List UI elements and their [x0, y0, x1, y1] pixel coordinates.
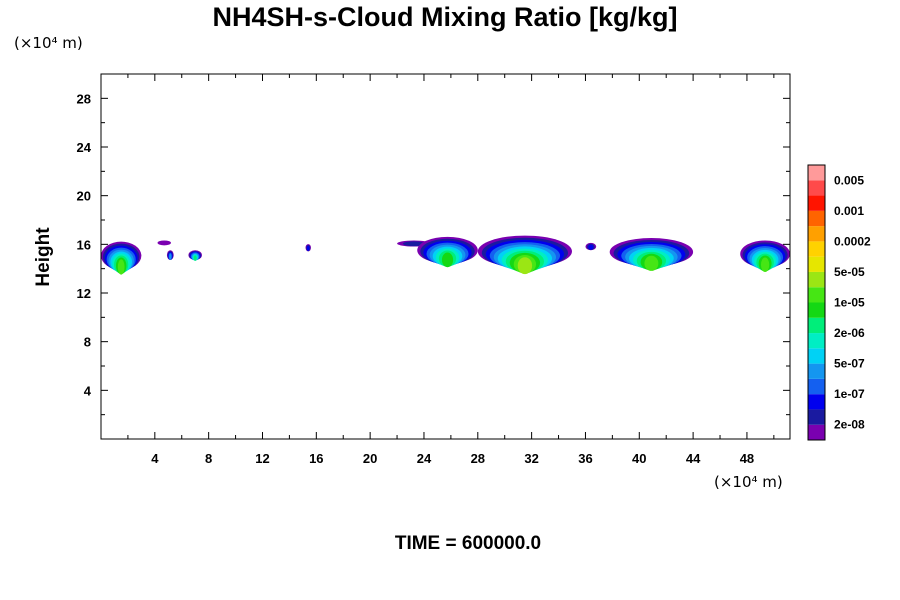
colorbar-frame — [807, 164, 826, 441]
colorbar-swatch — [808, 271, 825, 288]
colorbar-swatch — [808, 317, 825, 334]
cloud-cell — [609, 238, 694, 271]
plot-frame — [100, 73, 791, 440]
colorbar-swatch — [808, 348, 825, 364]
x-tick-label: 12 — [255, 451, 269, 466]
colorbar-label: 0.005 — [834, 173, 864, 187]
x-tick-label: 4 — [151, 451, 159, 466]
colorbar-swatch — [808, 409, 825, 425]
cloud-level — [193, 255, 197, 261]
time-label: TIME = 600000.0 — [395, 533, 541, 554]
colorbar-label: 2e-08 — [834, 418, 865, 432]
colorbar-swatch — [808, 424, 825, 440]
colorbar-swatch — [808, 363, 825, 379]
colorbar-swatch — [808, 195, 825, 211]
colorbar-label: 0.001 — [834, 204, 864, 218]
cloud-level — [644, 255, 659, 271]
y-tick-label: 20 — [77, 189, 91, 204]
cloud-level — [306, 245, 310, 252]
cloud-field — [101, 235, 790, 275]
y-unit-label: (×10⁴ m) — [14, 34, 83, 52]
cloud-cell — [188, 250, 202, 261]
colorbar-swatch — [808, 210, 825, 227]
cloud-cell — [585, 242, 597, 251]
colorbar-swatch — [808, 226, 825, 242]
colorbar-swatch — [808, 302, 825, 318]
cloud-level — [760, 257, 770, 272]
cloud-level — [117, 259, 125, 275]
cloud-cell — [740, 240, 790, 272]
x-tick-label: 36 — [578, 451, 592, 466]
cloud-level — [157, 240, 171, 246]
colorbar-label: 0.0002 — [834, 234, 871, 248]
cloud-cell — [417, 236, 478, 268]
colorbar-label: 2e-06 — [834, 326, 865, 340]
cloud-level — [588, 244, 594, 250]
colorbar-label: 5e-05 — [834, 265, 865, 279]
cloud-level — [441, 252, 454, 268]
cloud-level — [403, 241, 425, 247]
colorbar: 2e-08 1e-07 5e-07 2e-06 1e-05 5e-05 0.0002 0.00… — [807, 164, 871, 441]
x-tick-label: 24 — [417, 451, 432, 466]
x-tick-label: 32 — [524, 451, 538, 466]
cloud-cell — [157, 240, 171, 246]
y-axis: 4 8 12 16 20 24 28 — [77, 91, 790, 416]
y-tick-label: 4 — [84, 383, 92, 398]
x-tick-label: 20 — [363, 451, 377, 466]
cloud-cell — [166, 250, 174, 260]
x-tick-label: 48 — [740, 451, 754, 466]
colorbar-swatch — [808, 378, 825, 395]
colorbar-label: 1e-07 — [834, 387, 865, 401]
colorbar-swatch — [808, 241, 825, 257]
x-unit-label: (×10⁴ m) — [714, 473, 783, 491]
x-tick-label: 40 — [632, 451, 646, 466]
y-tick-label: 16 — [77, 237, 91, 252]
y-axis-label: Height — [33, 227, 54, 287]
cloud-cell — [477, 235, 572, 275]
colorbar-swatch — [808, 165, 825, 181]
y-tick-label: 28 — [77, 91, 91, 106]
colorbar-swatch — [808, 287, 825, 303]
x-tick-label: 16 — [309, 451, 323, 466]
x-tick-label: 8 — [205, 451, 212, 466]
cloud-cell — [101, 241, 142, 275]
colorbar-label: 5e-07 — [834, 357, 865, 371]
colorbar-swatch — [808, 256, 825, 272]
x-tick-label: 44 — [686, 451, 701, 466]
colorbar-swatch — [808, 394, 825, 410]
chart-title: NH4SH-s-Cloud Mixing Ratio [kg/kg] — [213, 2, 678, 32]
x-tick-label: 28 — [471, 451, 485, 466]
colorbar-label: 1e-05 — [834, 296, 865, 310]
y-tick-label: 8 — [84, 335, 91, 350]
y-tick-label: 12 — [77, 286, 91, 301]
y-tick-label: 24 — [77, 140, 92, 155]
x-axis: 4 8 12 16 20 24 28 32 36 40 44 48 — [127, 74, 775, 466]
cloud-level — [517, 257, 533, 275]
cloud-cell — [305, 244, 311, 252]
colorbar-swatch — [808, 333, 825, 349]
cloud-level — [169, 253, 172, 260]
colorbar-swatch — [808, 180, 825, 196]
